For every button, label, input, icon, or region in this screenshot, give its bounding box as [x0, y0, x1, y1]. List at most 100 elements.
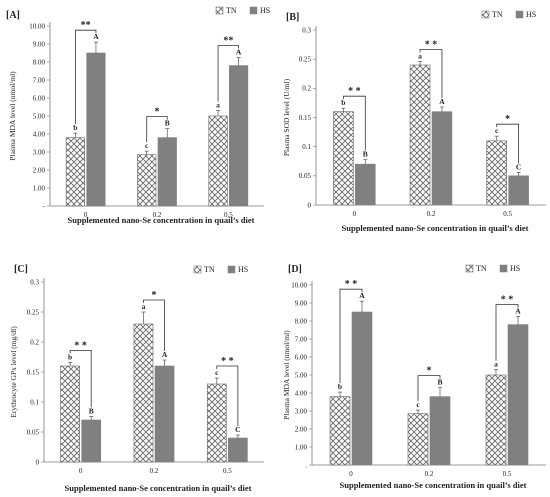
bar-tn: [137, 154, 157, 207]
legend-swatch-hs: [249, 6, 258, 15]
bar-tn: [60, 365, 80, 463]
significance-stars: * *: [425, 40, 438, 51]
legend-label: TN: [226, 6, 237, 15]
x-tick-label: 0.2: [427, 210, 436, 218]
significance-letter: A: [439, 97, 445, 106]
y-tick-label: 8.00: [295, 317, 308, 325]
y-tick-label: 0: [36, 458, 40, 466]
legend-label: TN: [492, 10, 503, 19]
y-tick-label: 2.00: [33, 166, 46, 174]
significance-letter: c: [495, 126, 499, 135]
y-tick-label: 0.2: [30, 338, 39, 346]
significance-letter: b: [338, 382, 342, 391]
y-tick-label: 5.00: [295, 371, 308, 379]
significance-bracket: [74, 29, 97, 125]
significance-letter: A: [515, 307, 521, 316]
significance-stars: *: [505, 114, 510, 125]
x-axis-label: Supplemented nano-Se concentration in qu…: [65, 483, 252, 493]
x-tick-label: 0: [84, 211, 88, 219]
significance-letter: B: [89, 406, 94, 415]
significance-letter: C: [235, 425, 240, 434]
significance-letter: B: [165, 119, 170, 128]
significance-letter: C: [516, 162, 521, 171]
y-tick-label: 1.00: [295, 443, 308, 451]
y-tick-label: 0.05: [27, 428, 40, 436]
significance-bracket: [342, 95, 366, 151]
y-tick-label: -: [43, 202, 46, 210]
y-tick-label: 0.3: [302, 26, 311, 34]
significance-stars: **: [81, 20, 91, 31]
significance-letter: b: [68, 352, 72, 361]
y-tick-label: 0.1: [302, 143, 311, 151]
significance-bracket: [69, 350, 92, 408]
legend: TN HS: [193, 265, 248, 274]
bar-hs: [154, 365, 175, 463]
x-axis-label: Supplemented nano-Se concentration in qu…: [342, 223, 529, 233]
x-tick-label: 0: [349, 470, 353, 478]
bar-tn: [329, 396, 351, 466]
significance-stars: * *: [348, 86, 361, 97]
bar-tn: [409, 64, 431, 206]
legend-label: HS: [260, 6, 270, 15]
bar-hs: [228, 437, 248, 463]
x-axis-label: Supplemented nano-Se concentration in qu…: [340, 480, 527, 490]
x-tick-label: 0.5: [224, 211, 233, 219]
significance-letter: c: [416, 400, 420, 409]
y-tick-label: 6.00: [295, 353, 308, 361]
legend-label: HS: [238, 265, 248, 274]
y-tick-label: 1.00: [33, 184, 46, 192]
significance-stars: * *: [345, 279, 358, 290]
chart-panel-2: [C] 0 0.05 0.1 0.15 0.2 0.25 0.3 Erythrocyte GPx…: [9, 264, 264, 493]
y-tick-label: 0.25: [27, 308, 40, 316]
legend-label: HS: [510, 264, 520, 273]
y-tick-label: 0.15: [299, 114, 312, 122]
significance-bracket: [146, 116, 168, 143]
y-tick-label: 0.25: [299, 56, 312, 64]
legend-label: HS: [526, 10, 536, 19]
significance-letter: B: [363, 150, 368, 159]
x-tick-label: 0: [79, 467, 83, 475]
significance-letter: A: [162, 350, 168, 359]
significance-stars: *: [155, 107, 160, 118]
y-tick-label: 5.00: [33, 112, 46, 120]
bar-tn: [485, 374, 507, 466]
legend: TN HS: [481, 10, 536, 19]
bar-tn: [486, 140, 507, 206]
x-tick-label: 0.2: [425, 470, 434, 478]
bar-hs: [429, 396, 451, 466]
x-tick-label: 0.5: [223, 467, 232, 475]
y-tick-label: 3.00: [33, 148, 46, 156]
significance-letter: a: [418, 52, 422, 61]
significance-letter: B: [437, 378, 442, 387]
chart-panel-3: [D]. 1.00 2.00 3.00 4.00 5.00 6.00 7.00 8.00 9.00…: [282, 264, 546, 490]
y-tick-label: 9.00: [33, 40, 46, 48]
significance-bracket: [419, 49, 443, 98]
y-tick-label: 7.00: [33, 76, 46, 84]
x-tick-label: 0.5: [503, 210, 512, 218]
y-axis-label: Plasma SOD level (U/ml): [282, 78, 291, 156]
significance-stars: **: [223, 36, 233, 47]
legend: TN HS: [465, 264, 520, 273]
significance-bracket: [417, 375, 441, 402]
y-axis-label: Plasma MDA level (nmol/ml): [282, 330, 291, 420]
legend-swatch-hs: [499, 264, 508, 273]
y-tick-label: 0.1: [30, 398, 39, 406]
legend-label: TN: [476, 264, 487, 273]
y-tick-label: 6.00: [33, 94, 46, 102]
panel-label: [A]: [6, 10, 20, 21]
y-tick-label: 3.00: [295, 407, 308, 415]
significance-bracket: [143, 299, 165, 351]
x-tick-label: 0: [353, 210, 357, 218]
significance-letter: A: [359, 291, 365, 300]
legend-swatch-hs: [227, 265, 236, 274]
y-tick-label: 0: [308, 201, 312, 209]
legend-swatch-hs: [515, 10, 524, 19]
bar-tn: [133, 323, 154, 463]
legend-label: TN: [204, 265, 215, 274]
bar-hs: [81, 419, 102, 463]
x-tick-label: 0.5: [503, 470, 512, 478]
bar-hs: [431, 111, 453, 206]
significance-letter: c: [215, 368, 219, 377]
bar-tn: [65, 137, 85, 207]
